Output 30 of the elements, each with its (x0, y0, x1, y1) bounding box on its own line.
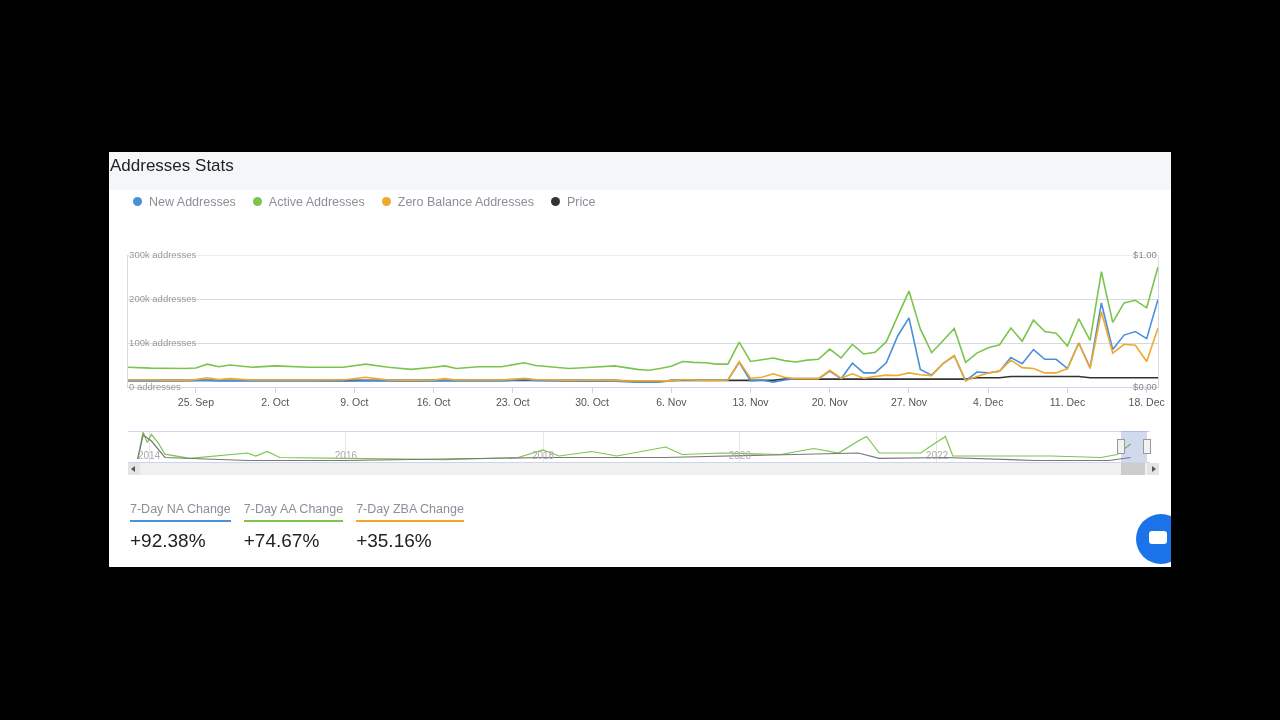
x-tick-label: 13. Nov (732, 395, 770, 408)
x-tick-label: 25. Sep (177, 395, 215, 408)
legend-label: Active Addresses (268, 195, 365, 209)
x-tick-label: 4. Dec (973, 395, 1004, 408)
y-tick-label: 100k addresses (129, 337, 197, 349)
legend-label: Zero Balance Addresses (397, 195, 534, 209)
y2-tick-label: $0.00 (1133, 381, 1157, 393)
x-tick-label: 20. Nov (811, 395, 849, 408)
x-tick-label: 16. Oct (416, 395, 451, 408)
x-tick-label: 6. Nov (656, 395, 688, 408)
y2-tick-label: $1.00 (1133, 249, 1157, 261)
category-label: 7-Day AA Change (243, 502, 344, 522)
x-tick-label: 2. Oct (261, 395, 290, 408)
data-label: +92.38% (130, 530, 207, 552)
y-tick-label: 300k addresses (129, 249, 197, 261)
category-label: 7-Day ZBA Change (356, 502, 464, 522)
x-tick-label: 11. Dec (1049, 395, 1086, 408)
data-label: +74.67% (243, 530, 321, 552)
chart-title: Addresses Stats (110, 156, 234, 176)
category-label: 7-Day NA Change (130, 502, 231, 522)
x-tick-label: 27. Nov (890, 395, 928, 408)
x-tick-label: 9. Oct (340, 395, 369, 408)
x-tick-label: 30. Oct (575, 395, 610, 408)
legend-label: Price (566, 195, 596, 209)
y-tick-label: 200k addresses (129, 293, 197, 305)
legend-label: New Addresses (149, 195, 236, 209)
y-tick-label: 0 addresses (129, 381, 182, 393)
x-tick-label: 18. Dec (1128, 395, 1165, 408)
x-tick-label: 23. Oct (495, 395, 530, 408)
data-label: +35.16% (356, 530, 433, 552)
